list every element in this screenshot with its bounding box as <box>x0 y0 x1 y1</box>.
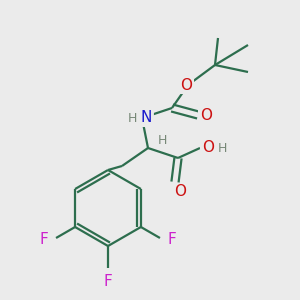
Text: O: O <box>202 140 214 155</box>
Text: F: F <box>103 274 112 290</box>
Text: F: F <box>168 232 176 247</box>
Text: F: F <box>167 232 177 247</box>
Text: N: N <box>140 110 152 125</box>
Text: F: F <box>40 232 48 247</box>
Text: H: H <box>127 112 137 124</box>
Text: O: O <box>179 77 193 92</box>
Text: H: H <box>157 134 167 146</box>
Text: H: H <box>127 112 137 124</box>
Text: N: N <box>140 110 152 125</box>
Text: O: O <box>200 107 212 122</box>
Text: O: O <box>202 140 214 155</box>
Text: H: H <box>157 134 167 146</box>
Text: H: H <box>217 142 227 154</box>
Text: F: F <box>103 274 113 290</box>
Text: O: O <box>180 77 192 92</box>
Text: O: O <box>174 184 186 200</box>
Text: F: F <box>39 232 49 247</box>
Text: O: O <box>200 107 212 122</box>
Text: H: H <box>217 142 227 154</box>
Text: O: O <box>173 184 187 200</box>
